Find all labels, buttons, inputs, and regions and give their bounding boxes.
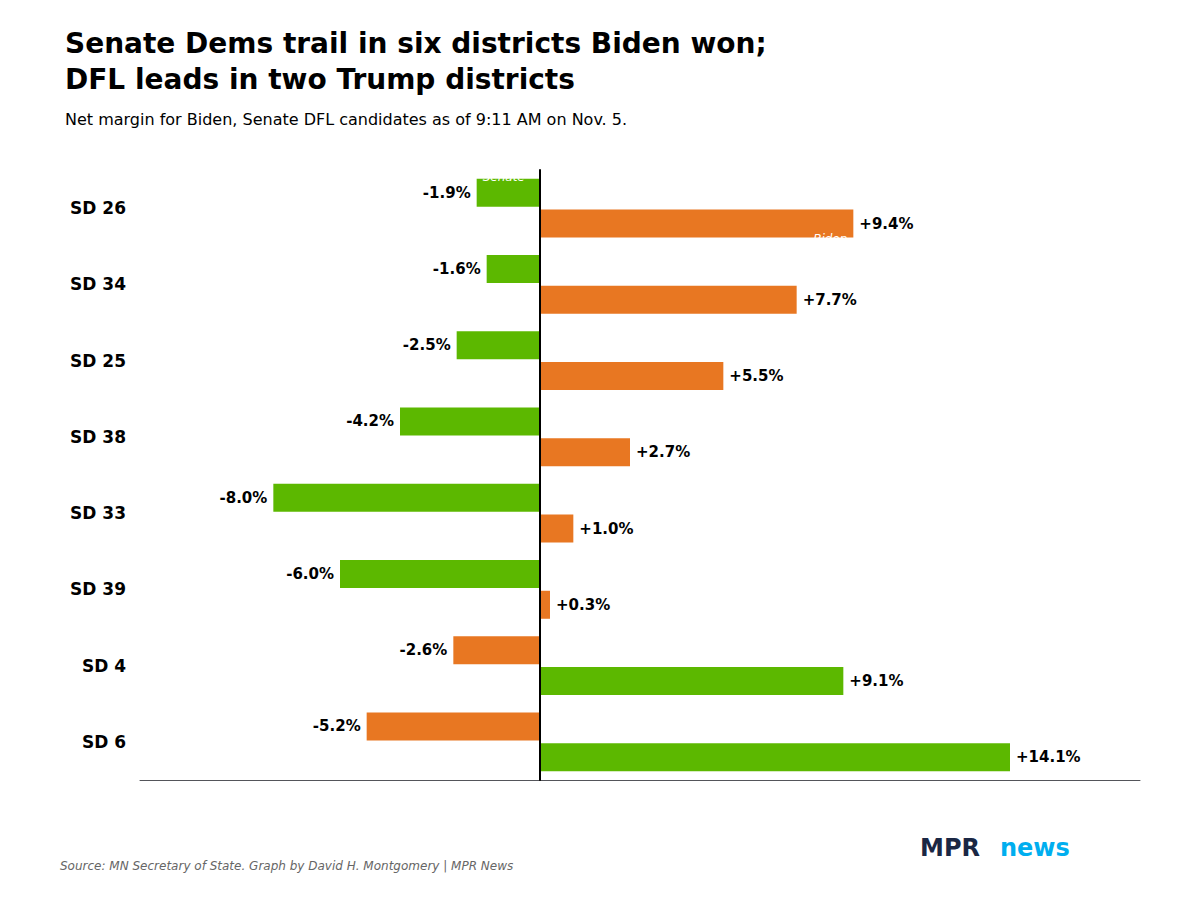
svg-text:SD 6: SD 6 xyxy=(82,732,126,752)
svg-text:-2.6%: -2.6% xyxy=(400,641,448,659)
svg-text:-6.0%: -6.0% xyxy=(286,565,334,583)
svg-text:DFL leads in two Trump distric: DFL leads in two Trump districts xyxy=(65,63,575,96)
svg-text:+2.7%: +2.7% xyxy=(636,443,690,461)
svg-text:SD 38: SD 38 xyxy=(70,427,126,447)
svg-text:SD 33: SD 33 xyxy=(70,503,126,523)
svg-text:Senate: Senate xyxy=(483,170,525,184)
svg-text:-5.2%: -5.2% xyxy=(313,717,361,735)
svg-text:-4.2%: -4.2% xyxy=(346,412,394,430)
svg-text:+1.0%: +1.0% xyxy=(579,520,633,538)
svg-text:SD 34: SD 34 xyxy=(70,274,126,294)
svg-text:-1.6%: -1.6% xyxy=(433,260,481,278)
svg-text:-2.5%: -2.5% xyxy=(403,336,451,354)
svg-text:MPR: MPR xyxy=(920,834,980,862)
svg-text:SD 4: SD 4 xyxy=(82,656,126,676)
svg-text:+9.1%: +9.1% xyxy=(849,672,903,690)
svg-text:+0.3%: +0.3% xyxy=(556,596,610,614)
svg-text:Net margin for Biden, Senate D: Net margin for Biden, Senate DFL candida… xyxy=(65,110,627,129)
svg-text:+7.7%: +7.7% xyxy=(803,291,857,309)
svg-text:news: news xyxy=(1000,834,1070,862)
svg-text:-1.9%: -1.9% xyxy=(423,184,471,202)
svg-text:Source: MN Secretary of State.: Source: MN Secretary of State. Graph by … xyxy=(60,859,513,873)
svg-text:SD 26: SD 26 xyxy=(70,198,126,218)
svg-text:SD 39: SD 39 xyxy=(70,579,126,599)
svg-text:+9.4%: +9.4% xyxy=(859,215,913,233)
svg-text:-8.0%: -8.0% xyxy=(220,489,268,507)
svg-text:+5.5%: +5.5% xyxy=(729,367,783,385)
svg-text:Biden: Biden xyxy=(813,232,847,246)
svg-text:SD 25: SD 25 xyxy=(70,351,126,371)
svg-text:+14.1%: +14.1% xyxy=(1016,748,1081,766)
svg-text:Senate Dems trail in six distr: Senate Dems trail in six districts Biden… xyxy=(65,27,767,60)
